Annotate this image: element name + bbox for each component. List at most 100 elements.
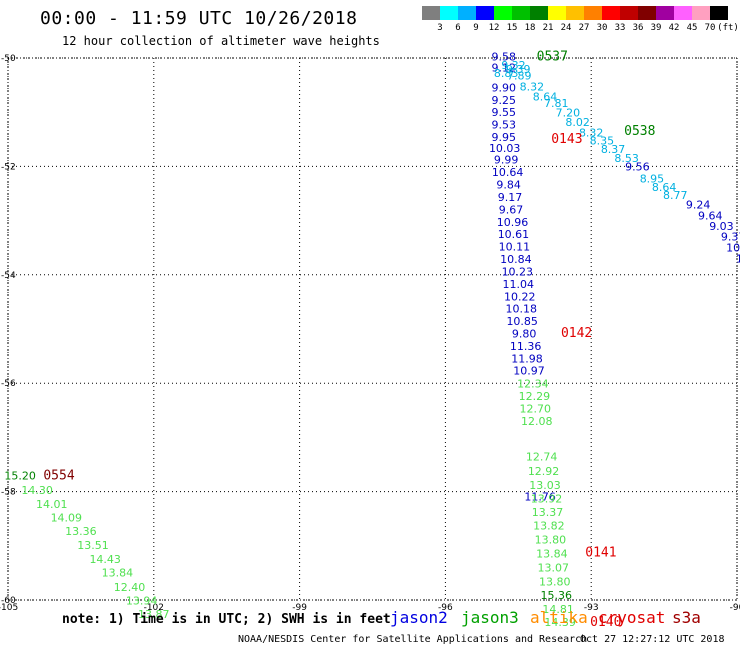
wave-height-value: 14.39 [544, 616, 576, 629]
legend-label: 12 [488, 23, 500, 33]
wave-height-value: 8.32 [579, 127, 604, 140]
pass-time-label: 0554 [43, 469, 74, 484]
wave-height-value: 8.32 [520, 81, 545, 94]
wave-height-value: 14.09 [51, 511, 83, 524]
wave-height-value: 9.32 [501, 59, 526, 72]
wave-height-value: 11.04 [503, 278, 535, 291]
wave-height-value: 9.03 [709, 220, 734, 233]
wave-height-value: 15.36 [540, 589, 572, 602]
wave-height-value: 9.58 [491, 51, 516, 64]
wave-height-value: 9.37 [721, 231, 740, 244]
wave-height-value: 9.99 [494, 154, 519, 167]
wave-height-value: 8.64 [652, 181, 677, 194]
wave-height-value: 9.24 [686, 199, 711, 212]
legend-label: 33 [614, 23, 626, 33]
legend-label: 15 [506, 23, 518, 33]
wave-height-value: 13.51 [77, 539, 109, 552]
x-tick-label: -99 [292, 603, 307, 613]
wave-height-value: 8.64 [533, 90, 558, 103]
legend-swatch [602, 6, 620, 20]
wave-height-value: 13.84 [102, 567, 134, 580]
wave-height-value: 13.37 [532, 506, 564, 519]
wave-height-value: 10.34 [726, 241, 740, 254]
x-tick-label: -96 [438, 603, 453, 613]
wave-height-value: 9.80 [512, 328, 537, 341]
legend-label: 6 [455, 23, 461, 33]
legend-label: (ft) [717, 23, 739, 33]
wave-height-value: 15.20 [4, 470, 36, 483]
wave-height-value: 10.46 [736, 252, 740, 265]
wave-height-value: 12.34 [517, 378, 549, 391]
wave-height-value: 13.82 [533, 520, 565, 533]
wave-height-value: 12.40 [114, 581, 146, 594]
legend-label: 36 [632, 23, 644, 33]
map-subtitle: 12 hour collection of altimeter wave hei… [62, 34, 380, 48]
y-tick-label: -58 [1, 488, 16, 498]
x-tick-label: -102 [144, 603, 164, 613]
x-tick-label: -90 [730, 603, 740, 613]
y-tick-label: -52 [1, 162, 16, 172]
wave-height-value: 7.89 [507, 70, 532, 83]
wave-height-value: 9.64 [698, 210, 723, 223]
wave-height-value: 13.80 [539, 575, 571, 588]
wave-height-value: 8.02 [565, 116, 590, 129]
color-legend-bar [422, 6, 728, 20]
wave-height-value: 11.98 [511, 353, 543, 366]
legend-label: 9 [473, 23, 479, 33]
wave-height-value: 12.70 [520, 402, 552, 415]
footer-note: note: 1) Time is in UTC; 2) SWH is in fe… [62, 612, 391, 627]
legend-swatch [476, 6, 494, 20]
wave-height-value: 10.61 [498, 228, 530, 241]
legend-label: 70 [704, 23, 716, 33]
generated-timestamp: Oct 27 12:27:12 UTC 2018 [580, 634, 725, 645]
legend-swatch [494, 6, 512, 20]
wave-height-value: 13.07 [538, 561, 570, 574]
wave-height-value: 11.76 [524, 490, 556, 503]
wave-height-value: 10.22 [504, 290, 536, 303]
pass-time-label: 0143 [551, 132, 582, 147]
wave-height-value: 8.83 [494, 67, 519, 80]
pass-time-label: 0538 [624, 124, 655, 139]
legend-swatch [692, 6, 710, 20]
legend-label: 30 [596, 23, 608, 33]
legend-label: 18 [524, 23, 536, 33]
wave-height-value: 13.84 [536, 548, 568, 561]
wave-height-value: 12.08 [521, 415, 553, 428]
wave-height-value: 9.55 [491, 106, 516, 119]
wave-height-value: 14.43 [89, 553, 121, 566]
wave-height-value: 10.64 [492, 166, 524, 179]
wave-height-value: 8.35 [590, 135, 615, 148]
wave-height-value: 7.81 [544, 97, 569, 110]
legend-label: 3 [437, 23, 443, 33]
wave-height-value: 14.81 [542, 603, 574, 616]
legend-swatch [548, 6, 566, 20]
pass-time-label: 0141 [585, 546, 616, 561]
wave-height-value: 9.90 [491, 82, 516, 95]
satellite-altika-label: altika [530, 608, 588, 627]
wave-height-value: 9.17 [498, 191, 523, 204]
legend-swatch [638, 6, 656, 20]
legend-swatch [530, 6, 548, 20]
wave-height-value: 13.92 [531, 492, 563, 505]
y-tick-label: -56 [1, 379, 16, 389]
wave-height-value: 9.56 [625, 161, 650, 174]
legend-swatch [584, 6, 602, 20]
pass-time-label: 0537 [537, 50, 568, 65]
legend-swatch [656, 6, 674, 20]
legend-label: 24 [560, 23, 572, 33]
wave-height-value: 10.96 [497, 216, 529, 229]
wave-height-value: 9.84 [496, 179, 521, 192]
wave-height-value: 7.20 [556, 107, 581, 120]
y-tick-label: -54 [1, 271, 16, 281]
legend-swatch [620, 6, 638, 20]
wave-height-value: 8.77 [663, 189, 688, 202]
x-tick-label: -105 [0, 603, 18, 613]
wave-height-value: 9.25 [491, 94, 516, 107]
legend-swatch [458, 6, 476, 20]
legend-label: 27 [578, 23, 590, 33]
credit-line: NOAA/NESDIS Center for Satellite Applica… [238, 634, 588, 645]
legend-label: 21 [542, 23, 554, 33]
wave-height-value: 10.23 [502, 265, 534, 278]
satellite-jason2-label: jason2 [390, 608, 448, 627]
